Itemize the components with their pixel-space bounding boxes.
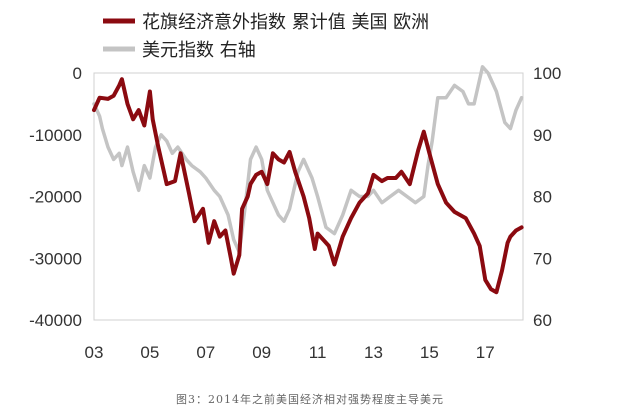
x-tick-label: 07: [196, 343, 215, 362]
series-line-surprise-index: [92, 77, 524, 295]
y-right-tick-label: 60: [533, 311, 552, 330]
x-tick-label: 15: [420, 343, 439, 362]
y-left-tick-label: -10000: [29, 126, 82, 145]
figure-caption: 图3：2014年之前美国经济相对强势程度主导美元: [176, 393, 444, 406]
series-line-dollar-index: [92, 65, 524, 254]
y-right-tick-label: 80: [533, 188, 552, 207]
x-tick-label: 11: [309, 343, 327, 362]
y-left-tick-label: -30000: [29, 249, 82, 268]
x-tick-label: 17: [476, 343, 495, 362]
chart-axes: 0 -10000 -20000 -30000 -40000 100 90 80 70 60 03 05…: [29, 64, 561, 362]
y-left-tick-label: -40000: [29, 311, 82, 330]
legend-label: 花旗经济意外指数 累计值 美国 欧洲: [142, 12, 429, 33]
x-tick-label: 09: [252, 343, 271, 362]
y-right-tick-label: 90: [533, 126, 552, 145]
plot-frame: [93, 72, 524, 321]
x-tick-label: 05: [140, 343, 159, 362]
y-left-tick-label: 0: [73, 64, 82, 83]
y-left-tick-label: -20000: [29, 188, 82, 207]
x-tick-label: 13: [364, 343, 383, 362]
y-right-tick-label: 100: [533, 64, 561, 83]
legend-label: 美元指数 右轴: [142, 40, 256, 61]
y-right-tick-label: 70: [533, 249, 552, 268]
x-tick-label: 03: [85, 343, 104, 362]
plot-area: [92, 65, 524, 295]
